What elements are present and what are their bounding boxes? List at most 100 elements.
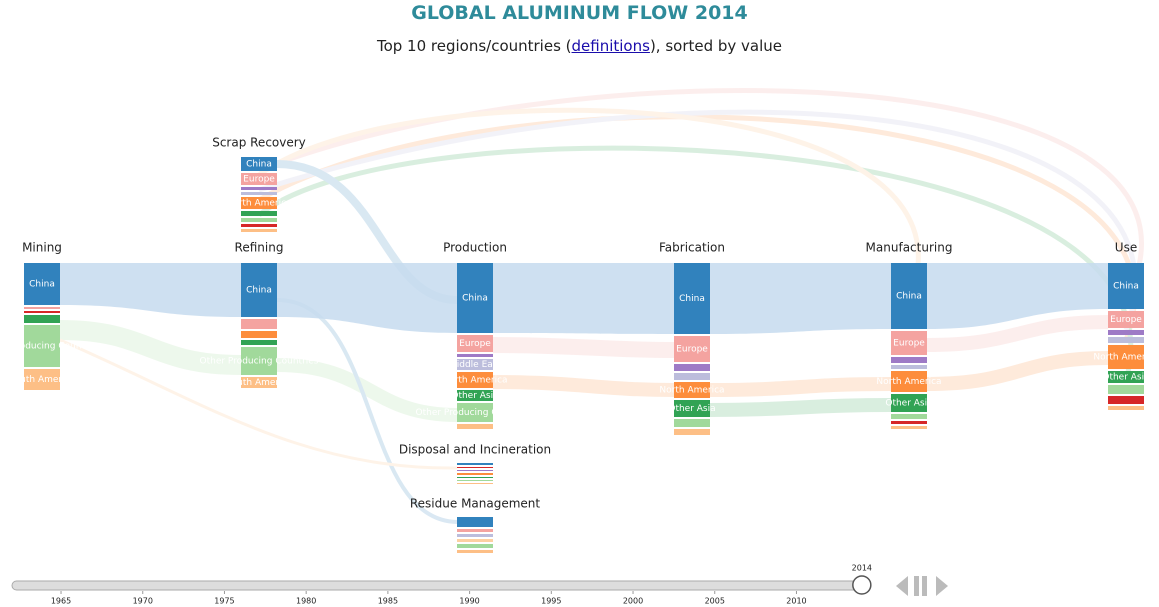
node-label: Middle East	[449, 360, 501, 370]
definitions-link[interactable]: definitions	[571, 37, 650, 55]
play-controls[interactable]	[896, 576, 948, 596]
node-segment	[241, 377, 277, 388]
node-segment	[1108, 406, 1144, 410]
node-segment	[674, 364, 710, 371]
node-label: Other Asia	[668, 404, 715, 414]
slider-tick-label: 2000	[623, 597, 643, 606]
node-label: North America	[442, 376, 507, 386]
node-segment	[24, 311, 60, 313]
node-segment	[241, 319, 277, 329]
title: GLOBAL ALUMINUM FLOW 2014	[411, 2, 748, 24]
stage-label: Scrap Recovery	[212, 136, 306, 150]
node-segment	[1108, 396, 1144, 404]
node-segment	[1108, 330, 1144, 335]
node-label: North America	[226, 199, 291, 209]
node-label: China	[246, 160, 272, 170]
slider-tick-label: 1985	[378, 597, 398, 606]
node-segment	[241, 340, 277, 345]
slider-tick-label: 2005	[705, 597, 725, 606]
node-segment	[1108, 311, 1144, 328]
node-segment	[457, 483, 493, 484]
node-segment	[241, 224, 277, 227]
node-label: Europe	[243, 175, 275, 185]
node-segment	[891, 414, 927, 419]
slider-tick-label: 1975	[214, 597, 234, 606]
prev-button[interactable]	[896, 576, 908, 596]
next-button[interactable]	[936, 576, 948, 596]
node-segment	[241, 347, 277, 375]
node-segment	[24, 315, 60, 323]
slider-tick-label: 1990	[459, 597, 479, 606]
node-segment	[891, 421, 927, 424]
node-segment	[891, 365, 927, 369]
node-segment	[241, 192, 277, 195]
node-label: Other Producing Countries	[416, 408, 535, 418]
slider-tick-label: 1965	[51, 597, 71, 606]
node-label: China	[246, 286, 272, 296]
pause-button[interactable]	[922, 576, 927, 596]
node-segment	[457, 390, 493, 401]
node-segment	[457, 544, 493, 548]
node-segment	[457, 372, 493, 388]
node-segment	[457, 539, 493, 542]
node-segment	[1108, 371, 1144, 383]
node-label: China	[462, 294, 488, 304]
node-segment	[457, 529, 493, 532]
node-segment	[674, 336, 710, 362]
node-label: Europe	[676, 345, 708, 355]
china-flow	[60, 263, 241, 317]
node-segment	[1108, 263, 1144, 309]
node-segment	[457, 550, 493, 553]
node-segment	[457, 477, 493, 478]
node-segment	[241, 211, 277, 216]
node-segment	[241, 173, 277, 185]
china-flow	[277, 263, 457, 333]
stage-label: Disposal and Incineration	[399, 443, 551, 457]
node-label: North America	[1093, 353, 1158, 363]
node-segment	[457, 359, 493, 370]
node-segment	[457, 354, 493, 357]
node-label: China	[679, 294, 705, 304]
node-segment	[891, 263, 927, 329]
stage-label: Use	[1115, 241, 1137, 255]
node-segment	[674, 419, 710, 427]
slider-thumb[interactable]	[852, 575, 872, 595]
node-segment	[241, 187, 277, 190]
china-flow	[710, 263, 891, 334]
node-segment	[457, 263, 493, 333]
node-segment	[1108, 385, 1144, 394]
node-label: Other Asia	[451, 391, 498, 401]
slider-tick-label: 1970	[133, 597, 153, 606]
node-segment	[457, 335, 493, 352]
node-segment	[457, 403, 493, 422]
stage-label: Production	[443, 241, 507, 255]
pause-button[interactable]	[914, 576, 919, 596]
node-segment	[891, 426, 927, 429]
slider-tick-label: 2010	[786, 597, 806, 606]
node-label: North America	[876, 377, 941, 387]
node-segment	[1108, 337, 1144, 343]
slider-tick-label: 1980	[296, 597, 316, 606]
node-label: North America	[659, 386, 724, 396]
china-flow	[927, 263, 1108, 329]
node-segment	[241, 197, 277, 209]
stage-label: Manufacturing	[866, 241, 953, 255]
node-segment	[674, 400, 710, 417]
slider-tick-label: 1995	[541, 597, 561, 606]
node-segment	[891, 371, 927, 392]
node-segment	[891, 357, 927, 363]
node-segment	[674, 382, 710, 398]
node-segment	[24, 263, 60, 305]
node-segment	[24, 307, 60, 309]
node-label: China	[896, 292, 922, 302]
node-label: Europe	[1110, 315, 1142, 325]
node-label: Europe	[459, 339, 491, 349]
subtitle-text: Top 10 regions/countries (	[376, 37, 572, 55]
node-segment	[241, 229, 277, 232]
node-label: Other Producing Countries	[0, 342, 102, 352]
node-segment	[241, 218, 277, 222]
node-segment	[457, 467, 493, 468]
node-segment	[241, 263, 277, 317]
